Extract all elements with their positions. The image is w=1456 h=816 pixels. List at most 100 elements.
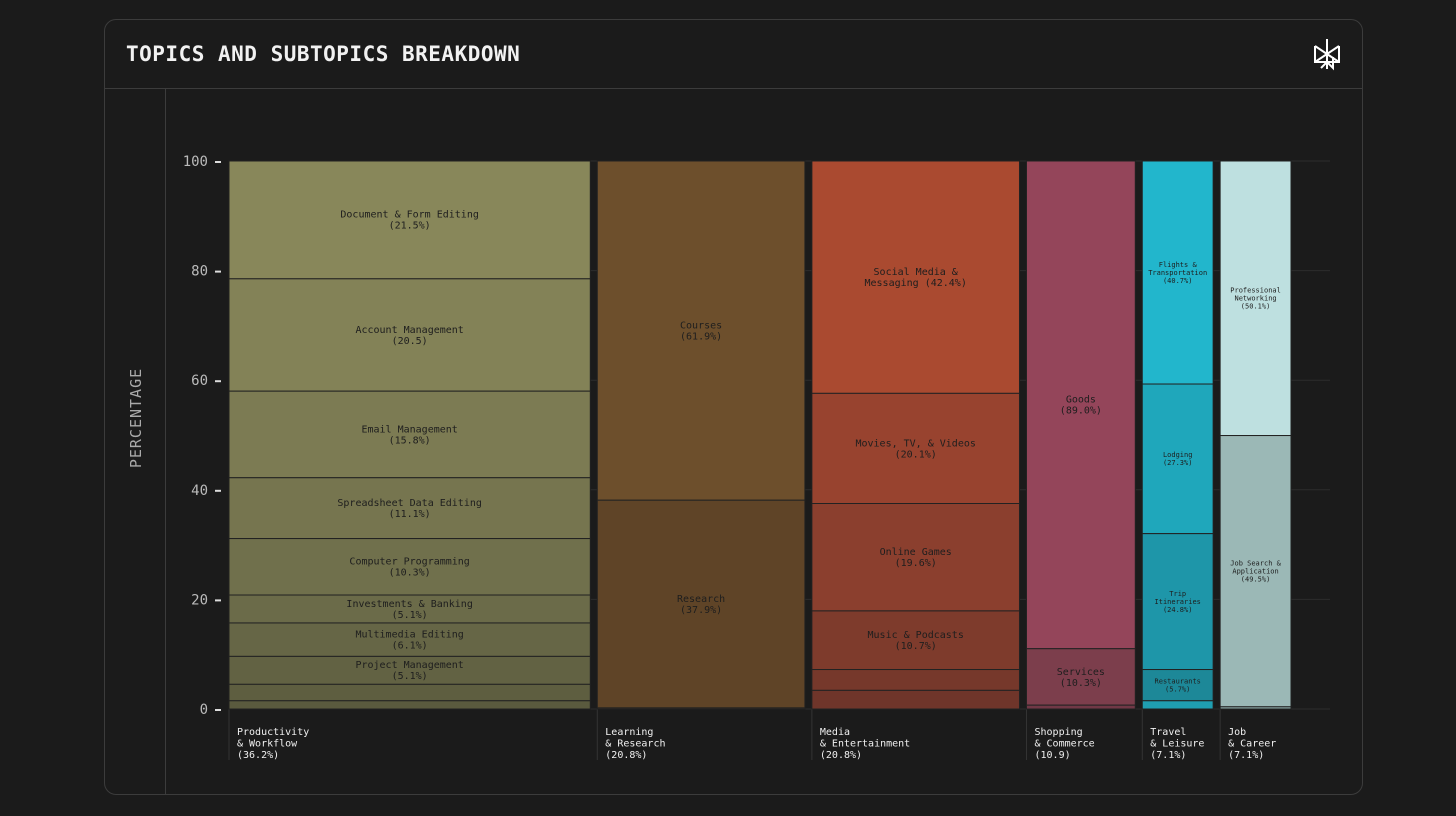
category-label: Shopping [1034,727,1082,738]
segment-bar [1141,700,1214,710]
segment-label: (19.6%) [895,558,937,569]
segment-label: Lodging [1163,451,1193,459]
category-label: (20.8%) [605,750,647,761]
header-divider [104,88,1363,89]
segment-bar [811,160,1020,394]
segment-label: Professional [1230,287,1281,295]
segment-bar [1141,533,1214,671]
segment-label: Itineraries [1155,598,1201,606]
segment-label: Project Management [355,660,463,671]
segment-label: Networking [1234,295,1276,303]
segment-bar [1141,160,1214,385]
segment-label: (11.1%) [389,509,431,520]
segment-bar [228,390,591,479]
segment-label: (5.7%) [1165,685,1190,693]
segment-bar [1025,160,1136,650]
segment-label: Online Games [880,547,952,558]
segment-bar [1219,706,1292,710]
segment-label: Job Search & [1230,560,1281,568]
segment-label: (6.1%) [392,641,428,652]
y-tick-label: 60 [191,373,208,389]
segment-label: Services [1057,667,1105,678]
category-label: Job [1228,727,1246,738]
segment-bar [1141,669,1214,702]
segment-label: Social Media & [874,267,958,278]
segment-bar [596,499,806,709]
segment-label: (10.7%) [895,641,937,652]
segment-bar [596,160,806,501]
segment-label: Email Management [361,424,457,435]
category-label: & Career [1228,739,1276,750]
segment-label: Application [1232,568,1278,576]
category-label: (20.8%) [820,750,862,761]
page-title: TOPICS AND SUBTOPICS BREAKDOWN [126,42,521,66]
segment-label: Flights & [1159,261,1198,269]
segment-label: Spreadsheet Data Editing [337,498,482,509]
segment-bar [811,610,1020,671]
category-label: (10.9) [1034,750,1070,761]
segment-bar [228,622,591,657]
segment-bar [228,683,591,702]
segment-bar [1219,160,1292,437]
category-label: (7.1%) [1150,750,1186,761]
segment-label: Music & Podcasts [868,630,964,641]
segment-label: (50.1%) [1241,303,1271,311]
segment-bar [228,594,591,624]
category-label: Learning [605,727,653,738]
segment-label: Goods [1066,395,1096,406]
category-label: Travel [1150,727,1186,738]
segment-bar [228,655,591,685]
segment-label: Account Management [355,325,463,336]
category-label: Productivity [237,727,309,738]
segment-label: Courses [680,320,722,331]
segment-bar [228,700,591,710]
segment-bar [811,689,1020,710]
category-label: & Commerce [1034,739,1094,750]
segment-bar [228,160,591,280]
segment-label: (5.1%) [392,671,428,682]
category-label: & Workflow [237,739,298,750]
segment-bar [811,392,1020,504]
segment-label: (10.3%) [1060,678,1102,689]
segment-bar [228,278,591,392]
category-label: & Leisure [1150,739,1204,750]
segment-label: Messaging (42.4%) [865,278,967,289]
segment-label: Transportation [1148,269,1207,277]
segment-bar [811,669,1020,691]
segment-label: (61.9%) [680,331,722,342]
axis-column-divider [165,89,166,795]
y-tick-label: 0 [200,702,208,718]
segment-bar [1025,704,1136,710]
y-tick-label: 40 [191,483,208,499]
segment-label: (21.5%) [389,221,431,232]
segment-label: Research [677,594,725,605]
segment-label: Document & Form Editing [340,210,478,221]
category-label: Media [820,727,850,738]
y-tick-label: 20 [191,592,208,608]
segment-bar [596,707,806,710]
segment-label: Trip [1169,590,1186,598]
segment-label: (5.1%) [392,610,428,621]
y-tick-label: 100 [183,154,208,170]
segment-label: (20.5) [392,336,428,347]
segment-label: (24.8%) [1163,606,1193,614]
category-label: & Research [605,739,665,750]
segment-label: Multimedia Editing [355,630,463,641]
segment-label: (20.1%) [895,449,937,460]
segment-label: (89.0%) [1060,406,1102,417]
category-label: (36.2%) [237,750,279,761]
category-label: & Entertainment [820,739,910,750]
segment-label: Investments & Banking [346,599,472,610]
segment-bar [228,538,591,596]
segment-bar [811,503,1020,612]
segment-label: (37.9%) [680,605,722,616]
segment-label: Restaurants [1155,677,1201,685]
category-label: (7.1%) [1228,750,1264,761]
y-axis-label: PERCENTAGE [127,368,145,468]
y-tick-label: 80 [191,264,208,280]
perplexity-logo-icon [1314,39,1340,71]
segment-label: (27.3%) [1163,459,1193,467]
segment-bar [1219,435,1292,708]
segment-label: Computer Programming [349,557,469,568]
